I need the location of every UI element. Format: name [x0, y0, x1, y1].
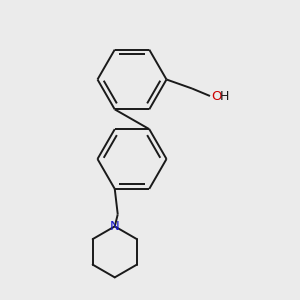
Text: H: H — [220, 90, 230, 103]
Text: O: O — [212, 89, 222, 103]
Text: N: N — [110, 220, 120, 233]
